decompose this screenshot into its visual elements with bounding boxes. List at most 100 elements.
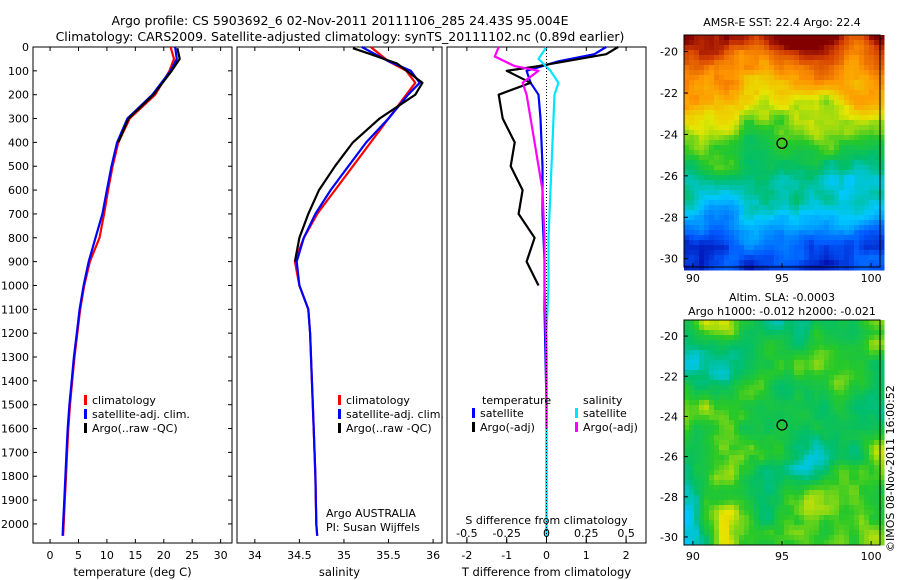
map-cell: [689, 40, 695, 46]
map-cell: [689, 130, 695, 136]
map-cell: [689, 115, 695, 121]
map-cell: [709, 470, 715, 476]
map-cell: [709, 130, 715, 136]
map-cell: [704, 175, 710, 181]
map-cell: [859, 480, 865, 486]
map-cell: [774, 40, 780, 46]
map-cell: [824, 350, 830, 356]
map-cell: [819, 180, 825, 186]
map-cell: [864, 350, 870, 356]
map-cell: [879, 395, 885, 401]
map-cell: [849, 475, 855, 481]
map-cell: [854, 450, 860, 456]
map-cell: [689, 505, 695, 511]
map-cell: [839, 50, 845, 56]
map-cell: [784, 145, 790, 151]
map-cell: [824, 415, 830, 421]
map-cell: [694, 420, 700, 426]
map-cell: [874, 385, 880, 391]
map-cell: [699, 350, 705, 356]
map-cell: [774, 35, 780, 41]
map-cell: [864, 145, 870, 151]
map-cell: [824, 460, 830, 466]
map-cell: [739, 390, 745, 396]
map-cell: [724, 525, 730, 531]
map-cell: [719, 320, 725, 326]
map-cell: [879, 265, 885, 271]
map-cell: [699, 340, 705, 346]
map-cell: [814, 480, 820, 486]
map-cell: [749, 90, 755, 96]
map-cell: [694, 455, 700, 461]
map-cell: [804, 395, 810, 401]
annotation-line-1: PI: Susan Wijffels: [326, 521, 420, 534]
map-cell: [744, 350, 750, 356]
map-cell: [839, 80, 845, 86]
map-cell: [814, 225, 820, 231]
map-cell: [789, 325, 795, 331]
map-cell: [704, 530, 710, 536]
map-cell: [684, 450, 690, 456]
map-cell: [719, 120, 725, 126]
map-cell: [834, 400, 840, 406]
map-cell: [749, 445, 755, 451]
map-cell: [774, 70, 780, 76]
map-cell: [749, 485, 755, 491]
map-cell: [689, 460, 695, 466]
map-cell: [839, 165, 845, 171]
map-cell: [854, 495, 860, 501]
map-cell: [689, 475, 695, 481]
map-cell: [809, 110, 815, 116]
map-cell: [859, 150, 865, 156]
map-cell: [869, 490, 875, 496]
ytick-label-temperature-1800: 1800: [1, 470, 29, 483]
map-cell: [724, 510, 730, 516]
map-cell: [779, 200, 785, 206]
map-cell: [739, 185, 745, 191]
map-cell: [834, 365, 840, 371]
map-cell: [724, 500, 730, 506]
map-cell: [724, 165, 730, 171]
map-cell: [759, 170, 765, 176]
map-cell: [854, 125, 860, 131]
map-cell: [699, 385, 705, 391]
map-cell: [734, 320, 740, 326]
map-cell: [799, 90, 805, 96]
map-cell: [704, 170, 710, 176]
map-cell: [684, 535, 690, 541]
map-cell: [749, 430, 755, 436]
map-cell: [739, 340, 745, 346]
map-cell: [759, 210, 765, 216]
map-cell: [684, 460, 690, 466]
map-cell: [799, 355, 805, 361]
ytick-label-temperature-1000: 1000: [1, 279, 29, 292]
map-cell: [734, 40, 740, 46]
map-cell: [799, 230, 805, 236]
map-cell: [754, 150, 760, 156]
map-cell: [749, 80, 755, 86]
map-cell: [769, 345, 775, 351]
map-cell: [869, 430, 875, 436]
map-cell: [834, 170, 840, 176]
map-cell: [709, 485, 715, 491]
map-cell: [704, 450, 710, 456]
map-cell: [844, 175, 850, 181]
map-ytick-label-1--22: -22: [660, 370, 678, 383]
map-cell: [744, 385, 750, 391]
map-cell: [859, 375, 865, 381]
map-cell: [849, 180, 855, 186]
map-cell: [789, 95, 795, 101]
map-cell: [809, 530, 815, 536]
map-cell: [759, 335, 765, 341]
map-cell: [824, 345, 830, 351]
map-cell: [819, 505, 825, 511]
header-title-line1: Argo profile: CS 5903692_6 02-Nov-2011 2…: [111, 13, 569, 28]
map-cell: [769, 485, 775, 491]
map-cell: [794, 380, 800, 386]
map-cell: [849, 135, 855, 141]
map-cell: [869, 535, 875, 541]
map-cell: [714, 160, 720, 166]
map-cell: [759, 460, 765, 466]
map-cell: [684, 35, 690, 41]
map-cell: [804, 55, 810, 61]
